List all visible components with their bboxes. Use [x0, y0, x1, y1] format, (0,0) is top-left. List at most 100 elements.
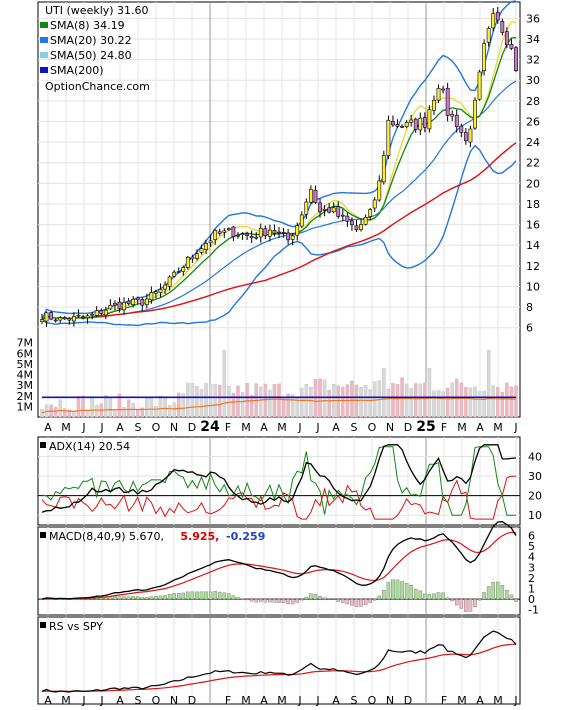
macd-y-tick-label: 4: [528, 551, 535, 564]
volume-bar: [245, 383, 249, 418]
macd-histogram-bar: [240, 598, 245, 600]
candle-body: [404, 122, 409, 127]
volume-bar: [154, 406, 158, 418]
volume-bar: [195, 386, 199, 418]
macd-histogram-bar: [350, 598, 354, 606]
macd-histogram-bar: [318, 596, 322, 600]
legend-swatch: [40, 67, 48, 73]
price-y-tick-label: 12: [526, 260, 540, 273]
volume-bar: [204, 382, 208, 418]
candle-body: [195, 253, 199, 259]
macd-histogram-bar: [272, 598, 277, 603]
volume-y-tick-label: 1M: [17, 400, 34, 413]
macd-histogram-bar: [208, 591, 213, 600]
volume-y-tick-label: 7M: [17, 337, 34, 350]
volume-y-tick-label: 6M: [17, 347, 34, 360]
x-tick-label-bottom: A: [332, 694, 340, 706]
candle-body: [272, 230, 277, 234]
candle-body: [459, 125, 464, 133]
x-tick-label-bottom: D: [188, 694, 196, 706]
volume-bar: [222, 349, 227, 418]
x-tick-label-bottom: M: [457, 694, 467, 706]
volume-bar: [135, 409, 140, 418]
volume-bar: [53, 407, 58, 418]
candle-body: [418, 117, 423, 131]
x-tick-label-bottom: A: [44, 694, 52, 706]
macd-histogram-bar: [459, 598, 464, 609]
price-panel-frame: [37, 1, 521, 418]
macd-histogram-bar: [509, 594, 514, 600]
volume-bar: [341, 386, 345, 418]
volume-bar: [368, 389, 372, 418]
macd-histogram-bar: [236, 597, 240, 600]
macd-histogram-bar: [477, 598, 482, 601]
candle-body: [500, 21, 505, 33]
macd-histogram-bar: [400, 581, 404, 600]
x-tick-label: D: [188, 421, 196, 434]
volume-bar: [350, 380, 354, 418]
x-tick-label: O: [368, 421, 377, 434]
x-tick-label: J: [99, 421, 103, 434]
candle-body: [122, 302, 126, 311]
adx-minus-di-line: [41, 475, 517, 520]
x-tick-label-bottom: D: [404, 694, 412, 706]
macd-histogram-bar: [227, 593, 231, 600]
x-tick-label: N: [170, 421, 178, 434]
candle-body: [295, 225, 300, 236]
volume-bar: [63, 408, 67, 418]
macd-histogram-bar: [341, 598, 345, 603]
x-tick-label: M: [241, 421, 251, 434]
macd-histogram-bar: [277, 598, 281, 603]
candle-body: [413, 118, 418, 130]
volume-bar: [423, 382, 427, 418]
volume-bar: [186, 382, 190, 418]
candle-body: [140, 299, 145, 306]
volume-bar: [372, 381, 377, 418]
macd-histogram-bar: [199, 591, 204, 600]
candle-body: [441, 88, 445, 91]
volume-bar: [181, 393, 186, 418]
volume-bar: [464, 386, 468, 418]
candle-body: [368, 209, 373, 217]
macd-histogram-bar: [263, 598, 268, 603]
macd-histogram-bar: [154, 596, 158, 600]
candle-body: [163, 284, 167, 290]
volume-y-tick-label: 3M: [17, 379, 34, 392]
price-y-tick-label: 6: [526, 322, 533, 335]
x-tick-label: M: [457, 421, 467, 434]
volume-bar: [509, 386, 514, 418]
volume-bar: [145, 397, 149, 418]
volume-bar: [309, 387, 313, 418]
candle-body: [199, 248, 204, 253]
macd-histogram-bar: [496, 581, 500, 600]
candle-body: [176, 271, 181, 273]
candle-body: [290, 235, 295, 240]
volume-bar: [432, 390, 436, 418]
candle-body: [58, 317, 63, 321]
x-tick-label: S: [351, 421, 358, 434]
candle-body: [213, 230, 218, 240]
macd-histogram-bar: [345, 598, 350, 605]
x-tick-label: M: [61, 421, 71, 434]
candle-body: [281, 232, 286, 234]
macd-histogram-bar: [427, 593, 432, 600]
candle-body: [391, 121, 395, 126]
macd-histogram-bar: [468, 598, 473, 612]
volume-bar: [300, 387, 304, 418]
volume-bar: [259, 386, 263, 418]
x-tick-label: M: [493, 421, 503, 434]
candle-body: [336, 206, 341, 217]
candle-body: [67, 317, 72, 321]
candle-body: [267, 229, 272, 237]
candle-body: [149, 292, 154, 300]
candle-body: [222, 230, 227, 233]
macd-histogram-bar: [181, 592, 186, 600]
volume-bar: [72, 410, 76, 418]
x-tick-label-bottom: N: [386, 694, 394, 706]
adx-line: [41, 444, 517, 513]
candle-body: [422, 117, 427, 128]
candle-body: [172, 271, 177, 277]
candle-body: [90, 313, 95, 316]
volume-bar: [40, 409, 44, 418]
candle-body: [167, 276, 172, 287]
